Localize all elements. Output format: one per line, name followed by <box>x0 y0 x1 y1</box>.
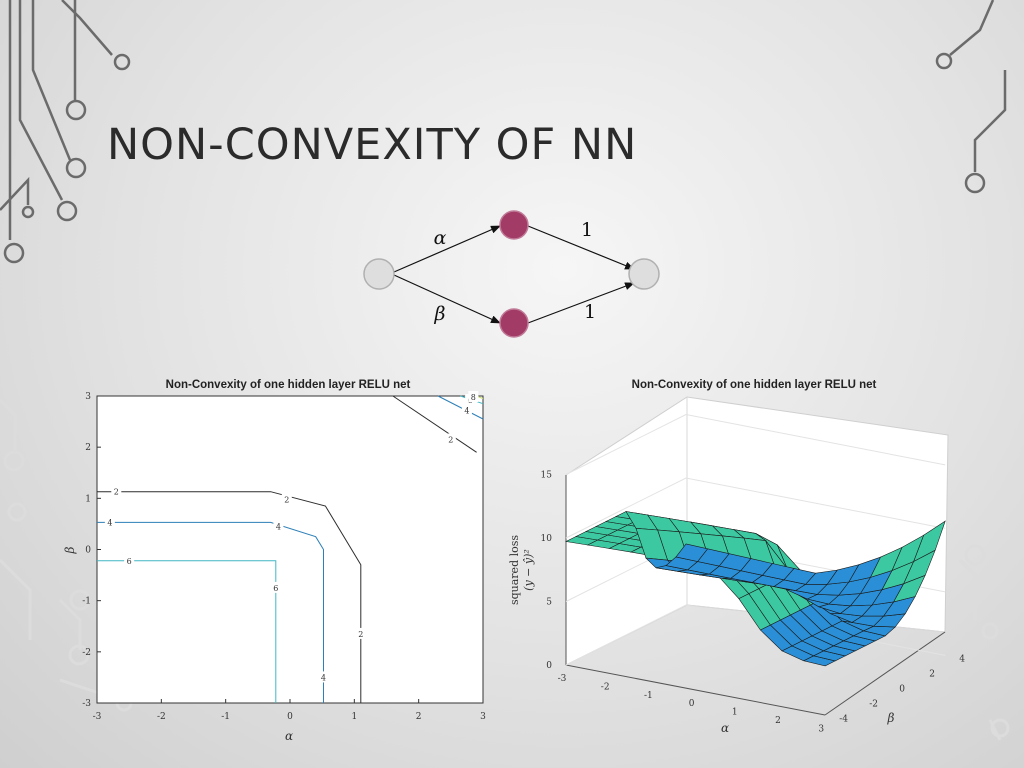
contour-x-tick-label: -2 <box>157 712 166 722</box>
weight-beta-label: β <box>434 303 446 325</box>
contour-level-label: 2 <box>114 488 119 497</box>
surface-y-axis-label: β <box>887 711 895 725</box>
contour-x-tick-label: 2 <box>416 712 422 722</box>
surface-x-tick-label: -2 <box>601 682 610 692</box>
contour-x-tick-label: 1 <box>351 712 357 722</box>
surface-z-gridline <box>565 413 946 475</box>
surface-x-tick-label: -3 <box>558 674 567 684</box>
surface-y-tick-label: 0 <box>899 684 905 694</box>
input-node <box>363 258 395 290</box>
weight-alpha-label: α <box>434 227 447 249</box>
contour-level-label: 2 <box>448 435 453 444</box>
network-diagram: α β 1 1 <box>363 210 660 338</box>
contour-level-label: 4 <box>276 522 281 531</box>
contour-level-label: 2 <box>358 630 363 639</box>
contour-label-backdrop <box>445 433 456 445</box>
surface-z-axis-label-formula: (y − ŷ)² <box>522 549 535 591</box>
contour-line-level-2 <box>392 395 477 453</box>
contour-x-tick-label: 0 <box>287 712 293 722</box>
surface-x-tick-label: 0 <box>689 699 695 709</box>
contour-level-label: 4 <box>107 518 112 527</box>
output-node <box>628 258 660 290</box>
contour-y-tick-label: 1 <box>85 494 91 504</box>
surface-z-axis-label: squared loss <box>508 535 521 605</box>
contour-y-tick-label: 2 <box>85 443 91 453</box>
edge-input-bottom <box>393 274 501 324</box>
weight-top-output-label: 1 <box>581 219 593 241</box>
surface-x-tick-label: 3 <box>818 724 824 734</box>
contour-y-axis-label: β <box>63 546 77 554</box>
contour-x-axis-label: α <box>285 729 293 743</box>
contour-level-label: 4 <box>321 673 326 682</box>
surface-z-tick-label: 5 <box>546 598 552 608</box>
contour-level-label: 6 <box>273 584 278 593</box>
surface-chart: 0 5 10 15 -3 -2 -1 0 1 2 3 -4 -2 0 2 4 α β squared loss… <box>508 396 966 735</box>
contour-chart-title: Non-Convexity of one hidden layer RELU n… <box>165 379 411 391</box>
contour-x-tick-label: 3 <box>480 712 486 722</box>
contour-lines: 222444662468 <box>97 391 484 703</box>
surface-mesh <box>565 511 946 667</box>
hidden-node-bottom <box>499 308 529 338</box>
surface-axis-ticks: 0 5 10 15 -3 -2 -1 0 1 2 3 -4 -2 0 2 4 <box>541 471 966 735</box>
surface-y-tick-label: 2 <box>929 669 935 679</box>
contour-label-backdrop <box>273 520 284 532</box>
surface-x-tick-label: -1 <box>644 691 653 701</box>
slide-title: NON-CONVEXITY OF NN <box>107 120 638 170</box>
edge-top-output <box>527 225 635 270</box>
contour-x-tick-label: -1 <box>221 712 230 722</box>
weight-bottom-output-label: 1 <box>584 301 596 323</box>
edge-bottom-output <box>527 282 635 324</box>
contour-label-backdrop <box>270 581 281 593</box>
surface-z-tick-label: 10 <box>541 534 553 544</box>
circuit-lines-top-left <box>0 0 113 240</box>
contour-label-backdrop <box>318 671 329 683</box>
contour-y-tick-label: 0 <box>85 546 91 556</box>
contour-label-backdrop <box>281 493 292 505</box>
circuit-nodes-top-right <box>935 52 986 194</box>
contour-level-label: 8 <box>471 393 476 402</box>
surface-y-tick-label: -2 <box>869 699 878 709</box>
surface-x-axis-label: α <box>721 721 729 735</box>
contour-x-tick-label: -3 <box>93 712 102 722</box>
contour-level-label: 2 <box>284 495 289 504</box>
contour-label-backdrop <box>461 404 472 416</box>
contour-y-tick-label: 3 <box>85 392 91 402</box>
contour-y-tick-label: -3 <box>82 699 91 709</box>
edge-input-top <box>393 225 501 273</box>
contour-label-backdrop <box>355 627 366 639</box>
contour-plot-area <box>96 395 484 704</box>
contour-level-label: 6 <box>127 557 132 566</box>
contour-label-backdrop <box>104 516 115 528</box>
surface-z-tick-label: 0 <box>546 661 552 671</box>
contour-y-tick-label: -1 <box>82 597 91 607</box>
contour-label-backdrop <box>468 391 479 403</box>
surface-y-tick-label: 4 <box>959 654 965 664</box>
surface-x-tick-label: 1 <box>732 708 738 718</box>
circuit-nodes-top-left <box>3 53 131 264</box>
surface-x-tick-label: 2 <box>775 716 781 726</box>
contour-label-backdrop <box>124 554 135 566</box>
surface-y-tick-label: -4 <box>839 714 848 724</box>
contour-y-tick-label: -2 <box>82 648 91 658</box>
surface-z-gridline <box>565 477 946 539</box>
circuit-lines-top-right <box>949 0 1007 172</box>
hidden-node-top <box>499 210 529 240</box>
surface-mesh-face <box>675 543 709 562</box>
contour-axis-ticks: -3 -2 -1 0 1 2 3 -3 -2 -1 0 1 2 3 <box>82 392 486 722</box>
contour-line-level-2 <box>97 491 362 703</box>
contour-line-level-4 <box>437 395 484 420</box>
surface-z-tick-label: 15 <box>541 471 553 481</box>
contour-label-backdrop <box>111 485 122 497</box>
contour-line-level-4 <box>97 521 324 703</box>
contour-level-label: 4 <box>464 406 469 415</box>
surface-chart-title: Non-Convexity of one hidden layer RELU n… <box>631 379 877 391</box>
contour-line-level-6 <box>97 560 277 703</box>
